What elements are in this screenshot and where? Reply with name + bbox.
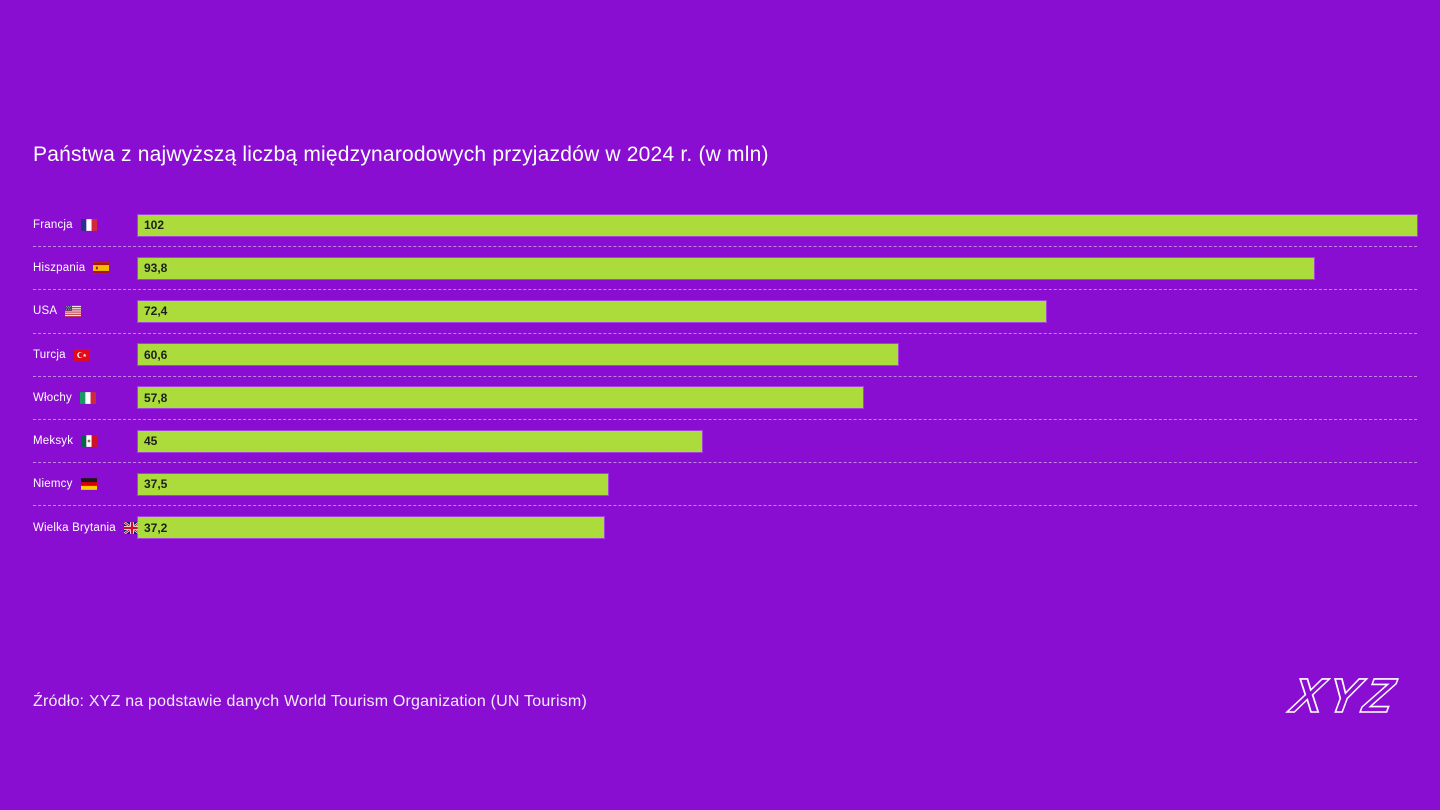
chart-row: USA 72,4	[33, 290, 1417, 334]
bar-track: 57,8	[138, 387, 1417, 409]
bar-value-label: 93,8	[144, 261, 168, 276]
chart-row: Niemcy 37,5	[33, 463, 1417, 507]
chart-title: Państwa z najwyższą liczbą międzynarodow…	[33, 143, 769, 166]
bar: 45	[138, 430, 703, 452]
chart-row: Turcja 60,6	[33, 334, 1417, 377]
country-label: Niemcy	[33, 478, 138, 490]
flag-usa-icon	[65, 305, 82, 318]
flag-france-icon	[80, 219, 97, 231]
country-name: Włochy	[33, 391, 72, 404]
bar: 72,4	[138, 300, 1046, 322]
source-note: Źródło: XYZ na podstawie danych World To…	[33, 693, 587, 710]
bar-track: 72,4	[138, 300, 1417, 322]
bar-value-label: 37,5	[144, 477, 168, 492]
chart-row: Włochy 57,8	[33, 377, 1417, 420]
bar-track: 37,5	[138, 473, 1417, 495]
country-label: USA	[33, 305, 138, 317]
chart-row: Wielka Brytania 37,2	[33, 506, 1417, 549]
bar-value-label: 37,2	[144, 520, 168, 535]
flag-italy-icon	[79, 391, 96, 404]
country-label: Turcja	[33, 349, 138, 361]
bar-value-label: 45	[144, 434, 158, 449]
country-name: Turcja	[33, 348, 66, 361]
bar-track: 60,6	[138, 344, 1417, 366]
chart-row: Meksyk 45	[33, 420, 1417, 464]
bar-track: 37,2	[138, 517, 1417, 539]
bar-value-label: 60,6	[144, 347, 168, 362]
country-name: Meksyk	[33, 435, 74, 448]
country-label: Meksyk	[33, 435, 138, 447]
country-name: USA	[33, 305, 58, 318]
flag-spain-icon	[93, 262, 110, 275]
country-name: Francja	[33, 219, 73, 232]
country-label: Francja	[33, 219, 138, 231]
bar-track: 93,8	[138, 257, 1417, 279]
bar-track: 102	[138, 214, 1417, 236]
chart-rows: Francja 102 Hiszpania 93,8 USA 72,4 Turcja 60,6…	[33, 204, 1417, 550]
bar: 93,8	[138, 257, 1315, 279]
bar-chart: Francja 102 Hiszpania 93,8 USA 72,4 Turcja 60,6…	[33, 204, 1417, 550]
xyz-logo-text: XYZ	[1284, 669, 1402, 723]
bar-value-label: 57,8	[144, 390, 168, 405]
bar: 37,5	[138, 473, 609, 495]
country-name: Niemcy	[33, 478, 73, 491]
flag-turkey-icon	[73, 348, 90, 361]
xyz-logo: XYZ	[1284, 669, 1403, 724]
country-label: Wielka Brytania	[33, 521, 140, 534]
country-name: Wielka Brytania	[33, 521, 116, 534]
country-name: Hiszpania	[33, 262, 86, 275]
bar: 60,6	[138, 344, 898, 366]
bar: 37,2	[138, 517, 605, 539]
bar: 102	[138, 214, 1417, 236]
country-label: Włochy	[33, 392, 138, 404]
chart-row: Francja 102	[33, 204, 1417, 248]
bar: 57,8	[138, 387, 863, 409]
flag-germany-icon	[80, 478, 97, 491]
chart-row: Hiszpania 93,8	[33, 247, 1417, 291]
bar-value-label: 72,4	[144, 304, 168, 319]
bar-track: 45	[138, 430, 1417, 452]
flag-mexico-icon	[81, 435, 98, 447]
country-label: Hiszpania	[33, 262, 138, 274]
bar-value-label: 102	[144, 218, 165, 233]
